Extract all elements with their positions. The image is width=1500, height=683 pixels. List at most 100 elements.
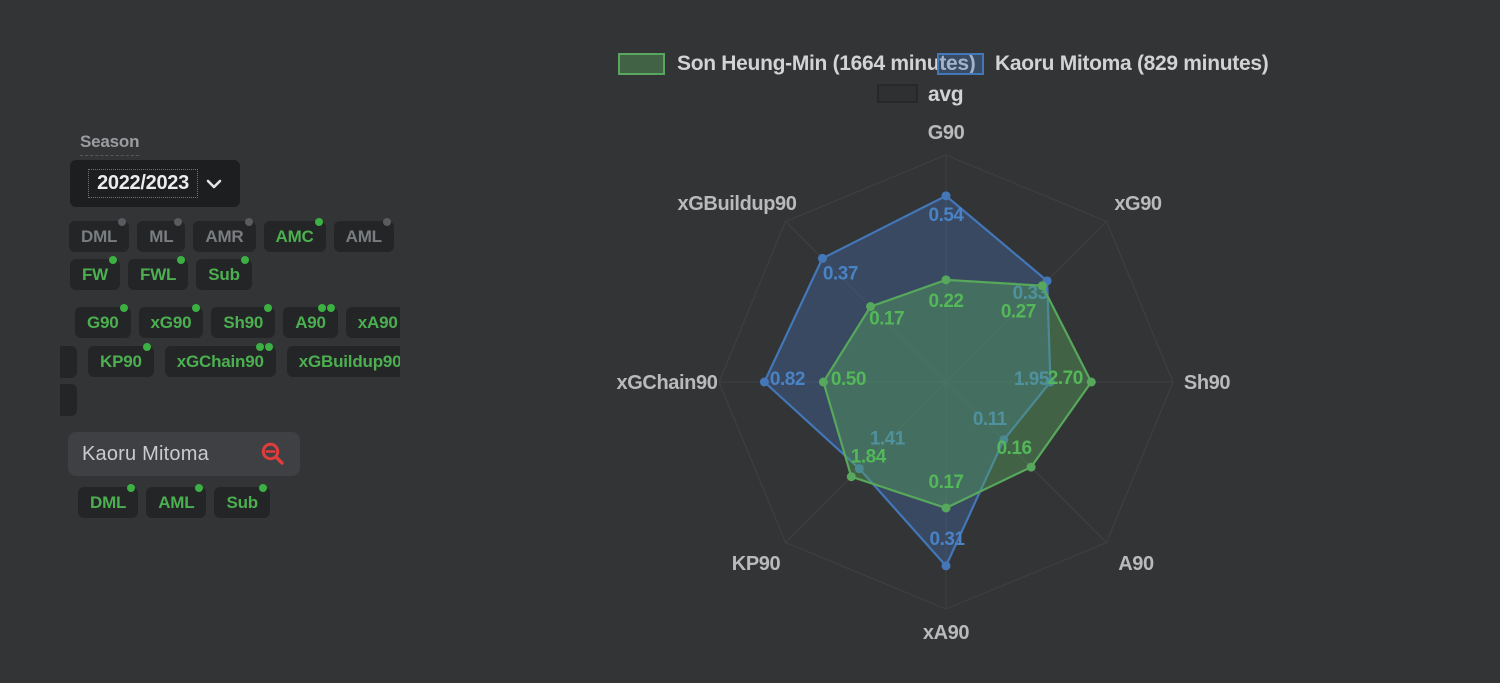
value-label: 0.17: [929, 472, 964, 493]
tag-status-dot: [195, 484, 204, 492]
value-label: 0.37: [823, 263, 858, 284]
value-label: 0.11: [973, 409, 1008, 430]
filters-panel: Season 2022/2023 DML ML AMR AMC AML FW FWL Sub…: [0, 0, 400, 683]
value-label: 0.82: [770, 369, 805, 390]
position-tag-amr[interactable]: AMR: [193, 218, 256, 252]
data-point-sh90[interactable]: [1086, 377, 1096, 387]
tag-label: xG90: [150, 312, 192, 332]
position-tag-fwl[interactable]: FWL: [128, 256, 189, 290]
legend-label-avg[interactable]: avg: [928, 83, 964, 106]
tag-status-dot: [326, 304, 335, 312]
data-point-kp90[interactable]: [846, 472, 856, 482]
tag-status-dot: [109, 256, 118, 264]
value-label: 1.95: [1014, 369, 1050, 390]
tag-status-dot: [255, 343, 264, 351]
stat-tag-xgbuildup90[interactable]: xGBuildup90: [286, 346, 400, 377]
position-tag-dml[interactable]: DML: [69, 218, 130, 252]
player-position-tag-sub[interactable]: Sub: [214, 484, 270, 518]
clipped-tag[interactable]: [60, 384, 77, 416]
tag-label: Sub: [226, 492, 258, 512]
tag-status-dot: [174, 218, 183, 226]
stat-tag-sh90[interactable]: Sh90: [211, 304, 276, 338]
tag-label: AML: [345, 226, 382, 246]
tag-label: Sh90: [223, 312, 264, 332]
tag-status-dot: [118, 218, 127, 226]
clipped-tag[interactable]: [60, 346, 77, 378]
tag-label: FWL: [140, 264, 177, 284]
position-tag-ml[interactable]: ML: [137, 218, 186, 252]
player-position-tag-dml[interactable]: DML: [78, 484, 139, 518]
data-point-kp90[interactable]: [854, 464, 864, 474]
position-tag-fw[interactable]: FW: [70, 256, 121, 290]
season-select[interactable]: 2022/2023: [70, 160, 240, 207]
tag-status-dot: [258, 484, 267, 492]
legend-label-son[interactable]: Son Heung-Min (1664 minutes): [677, 52, 976, 75]
tag-status-dot: [240, 256, 249, 264]
value-label: 0.22: [929, 291, 964, 312]
data-point-a90[interactable]: [999, 435, 1009, 445]
value-label: 0.54: [929, 205, 965, 226]
legend-swatch-mitoma[interactable]: [937, 53, 984, 75]
data-point-g90[interactable]: [941, 275, 951, 285]
tag-label: xGChain90: [176, 351, 264, 371]
data-point-xgchain90[interactable]: [759, 377, 769, 387]
tag-status-dot: [264, 304, 273, 312]
data-point-xg90[interactable]: [1037, 281, 1047, 291]
value-label: 2.70: [1048, 368, 1083, 389]
tag-status-dot: [127, 484, 136, 492]
stat-tag-xa90[interactable]: xA90: [345, 307, 400, 338]
legend-swatch-avg[interactable]: [877, 84, 918, 103]
data-point-xgbuildup90[interactable]: [817, 253, 827, 263]
stat-tag-kp90[interactable]: KP90: [88, 343, 154, 377]
series-kaoru-mitoma: 0.540.331.950.110.311.410.820.37: [759, 191, 1055, 571]
data-point-xgbuildup90[interactable]: [866, 302, 876, 312]
data-point-sh90[interactable]: [1045, 377, 1055, 387]
data-point-a90[interactable]: [1026, 462, 1036, 472]
stat-tag-row-1: G90 xG90 Sh90 A90 xA90: [75, 304, 400, 338]
tag-status-dot: [142, 343, 151, 351]
tag-label: xA90: [357, 312, 398, 332]
tag-label: Sub: [208, 264, 240, 284]
tag-status-dot: [244, 218, 253, 226]
tag-label: KP90: [100, 351, 142, 371]
position-tag-amc[interactable]: AMC: [263, 218, 326, 252]
data-point-xgchain90[interactable]: [818, 377, 828, 387]
position-tag-sub[interactable]: Sub: [196, 256, 252, 290]
data-point-xa90[interactable]: [941, 503, 951, 513]
tag-label: DML: [90, 492, 127, 512]
value-label: 1.84: [851, 447, 887, 468]
tag-label: AMR: [205, 226, 244, 246]
zoom-out-search-icon[interactable]: [260, 441, 286, 467]
tag-label: FW: [82, 264, 109, 284]
radar-grid: [718, 154, 1174, 610]
tag-label: A90: [295, 312, 326, 332]
axis-label-xgchain90: xGChain90: [617, 372, 718, 394]
player-position-tag-row: DML AML Sub: [78, 484, 270, 518]
stat-tag-g90[interactable]: G90: [75, 304, 131, 338]
data-point-xa90[interactable]: [941, 561, 951, 571]
chevron-down-icon: [206, 179, 222, 188]
value-label: 0.16: [997, 438, 1032, 459]
value-label: 0.50: [831, 369, 866, 390]
tag-label: DML: [81, 226, 118, 246]
tag-status-dot: [192, 304, 201, 312]
stat-tag-a90[interactable]: A90: [283, 304, 338, 338]
stat-tag-xg90[interactable]: xG90: [138, 304, 204, 338]
series-son-heung-min: 0.22 0.27 2.70 0.16 0.17 1.84 0.50 0.17: [818, 275, 1096, 513]
player-position-tag-aml[interactable]: AML: [146, 484, 207, 518]
axis-label-sh90: Sh90: [1184, 372, 1230, 394]
axis-label-xgbuildup90: xGBuildup90: [678, 193, 797, 215]
player-search-input[interactable]: Kaoru Mitoma: [68, 432, 300, 476]
stat-tag-row-3: [60, 384, 77, 416]
tag-status-dot: [317, 304, 326, 312]
stat-tag-xgchain90[interactable]: xGChain90: [164, 343, 276, 377]
data-point-g90[interactable]: [941, 191, 951, 201]
tag-status-dot: [177, 256, 186, 264]
legend-swatch-son[interactable]: [618, 53, 665, 75]
legend-label-mitoma[interactable]: Kaoru Mitoma (829 minutes): [995, 52, 1269, 75]
radar-spoke: [785, 221, 947, 383]
position-tag-aml[interactable]: AML: [333, 218, 394, 252]
player-search-value: Kaoru Mitoma: [82, 442, 209, 465]
